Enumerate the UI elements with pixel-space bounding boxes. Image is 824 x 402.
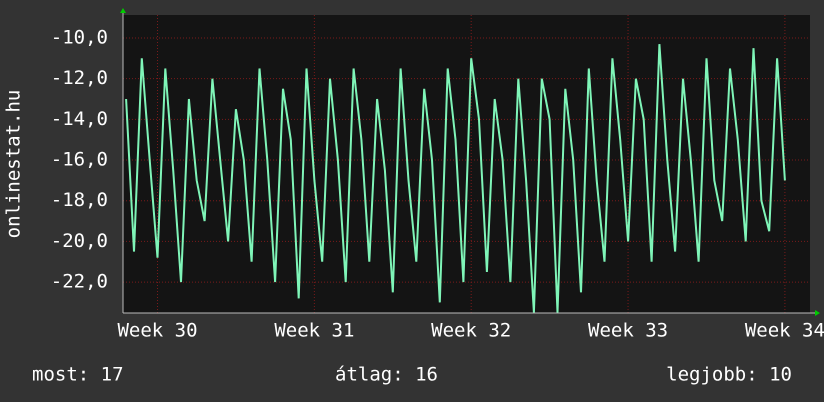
x-tick-label: Week 32 bbox=[431, 320, 511, 342]
x-tick-label: Week 31 bbox=[274, 320, 354, 342]
x-tick-label: Week 34 bbox=[745, 320, 824, 342]
footer-text: átlag: 16 bbox=[335, 364, 438, 386]
y-tick-label: -12,0 bbox=[51, 67, 108, 89]
series-line bbox=[125, 44, 786, 313]
x-tick-label: Week 33 bbox=[588, 320, 668, 342]
y-arrow bbox=[120, 8, 126, 13]
plot-area bbox=[123, 15, 810, 313]
y-tick-label: -10,0 bbox=[51, 26, 108, 48]
x-arrow bbox=[815, 310, 820, 316]
footer-text: legjobb: 10 bbox=[666, 364, 792, 386]
y-tick-label: -16,0 bbox=[51, 149, 108, 171]
y-tick-label: -22,0 bbox=[51, 271, 108, 293]
y-tick-label: -20,0 bbox=[51, 230, 108, 252]
x-tick-label: Week 30 bbox=[117, 320, 197, 342]
y-tick-label: -14,0 bbox=[51, 108, 108, 130]
footer-text: most: 17 bbox=[32, 364, 124, 386]
y-axis-label: onlinestat.hu bbox=[3, 90, 25, 239]
y-tick-label: -18,0 bbox=[51, 189, 108, 211]
